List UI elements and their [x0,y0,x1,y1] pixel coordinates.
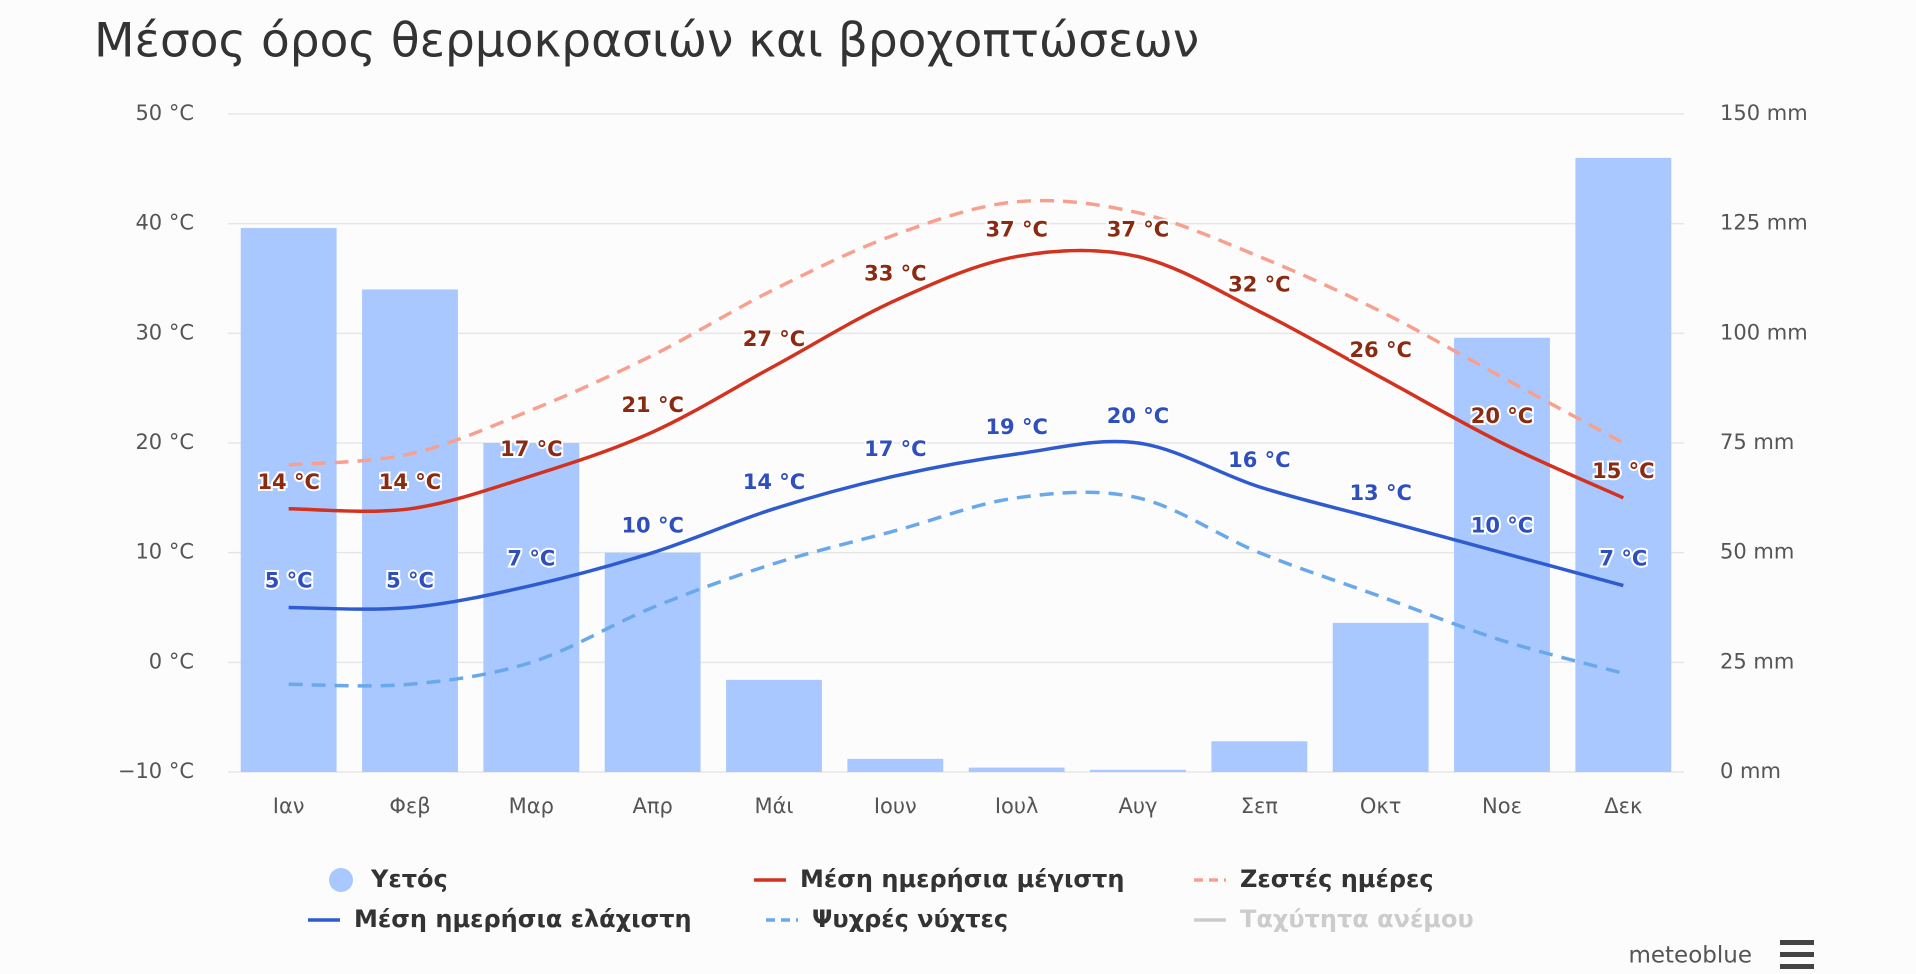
x-tick-label: Οκτ [1360,794,1402,818]
bar [847,758,944,772]
data-label: 17 °C [500,437,562,461]
data-label: 13 °C [1349,481,1411,505]
x-tick-label: Μαρ [509,794,554,818]
line [288,439,1624,611]
bar [1332,622,1429,772]
data-label: 14 °C [743,470,805,494]
legend-label[interactable]: Μέση ημερήσια μέγιστη [800,865,1124,893]
y-tick-label: 20 °C [135,430,194,454]
data-label: 20 °C [1107,404,1169,428]
data-label: 37 °C [1107,218,1169,242]
bar [240,228,337,772]
data-label: 33 °C [864,261,926,285]
legend-label[interactable]: Ταχύτητα ανέμου [1240,905,1474,933]
data-label: 26 °C [1349,338,1411,362]
x-tick-label: Φεβ [389,794,430,818]
y-tick-label: −10 °C [118,759,194,783]
chart-title: Μέσος όρος θερμοκρασιών και βροχοπτώσεων [94,14,1199,69]
x-tick-label: Αυγ [1119,794,1158,818]
y-tick-label: 30 °C [135,320,194,344]
x-tick-label: Σεπ [1241,794,1279,818]
legend-label[interactable]: Ψυχρές νύχτες [812,905,1008,933]
y2-tick-label: 50 mm [1720,540,1794,564]
data-label: 10 °C [1471,514,1533,538]
bar [1090,769,1186,772]
data-label: 5 °C [386,569,434,593]
bar [968,767,1065,772]
bar [1211,741,1308,772]
x-tick-label: Απρ [632,794,672,818]
y-tick-label: 40 °C [135,211,194,235]
data-label: 27 °C [743,327,805,351]
data-label: 16 °C [1228,448,1290,472]
legend-symbol [329,868,353,892]
bar [1575,157,1672,772]
data-label: 17 °C [864,437,926,461]
x-tick-label: Ιουν [874,794,917,818]
menu-bar [1780,964,1814,969]
bar [604,552,701,772]
legend-label[interactable]: Μέση ημερήσια ελάχιστη [354,905,692,933]
y-tick-label: 0 °C [149,649,194,673]
legend-label[interactable]: Υετός [370,865,448,893]
bar [726,679,822,772]
y2-tick-label: 75 mm [1720,430,1794,454]
credit[interactable]: meteoblue [1628,943,1752,969]
menu-icon[interactable] [1780,940,1814,969]
menu-bar [1780,940,1814,945]
line [288,490,1624,688]
data-label: 5 °C [265,569,313,593]
data-label: 32 °C [1228,272,1290,296]
x-tick-label: Δεκ [1604,794,1642,818]
line [288,248,1625,513]
bar [483,443,580,772]
bar [362,289,458,772]
x-tick-label: Ιαν [273,794,305,818]
bar [1454,337,1550,772]
y-tick-label: 10 °C [135,540,194,564]
x-tick-label: Ιουλ [995,794,1039,818]
data-label: 10 °C [621,514,683,538]
data-label: 21 °C [621,393,683,417]
data-label: 19 °C [985,415,1047,439]
menu-bar [1780,952,1814,957]
data-label: 14 °C [379,470,441,494]
y2-tick-label: 125 mm [1720,211,1808,235]
y2-tick-label: 100 mm [1720,320,1808,344]
legend-label[interactable]: Ζεστές ημέρες [1240,865,1434,893]
y2-tick-label: 0 mm [1720,759,1781,783]
data-label: 7 °C [507,547,555,571]
line [288,198,1625,467]
data-label: 15 °C [1592,459,1654,483]
y-tick-label: 50 °C [135,101,194,125]
y2-tick-label: 25 mm [1720,649,1794,673]
x-tick-label: Νοε [1482,794,1522,818]
x-tick-label: Μάι [754,794,793,818]
y2-tick-label: 150 mm [1720,101,1808,125]
data-label: 20 °C [1471,404,1533,428]
data-label: 7 °C [1599,547,1647,571]
data-label: 14 °C [257,470,319,494]
data-label: 37 °C [985,218,1047,242]
